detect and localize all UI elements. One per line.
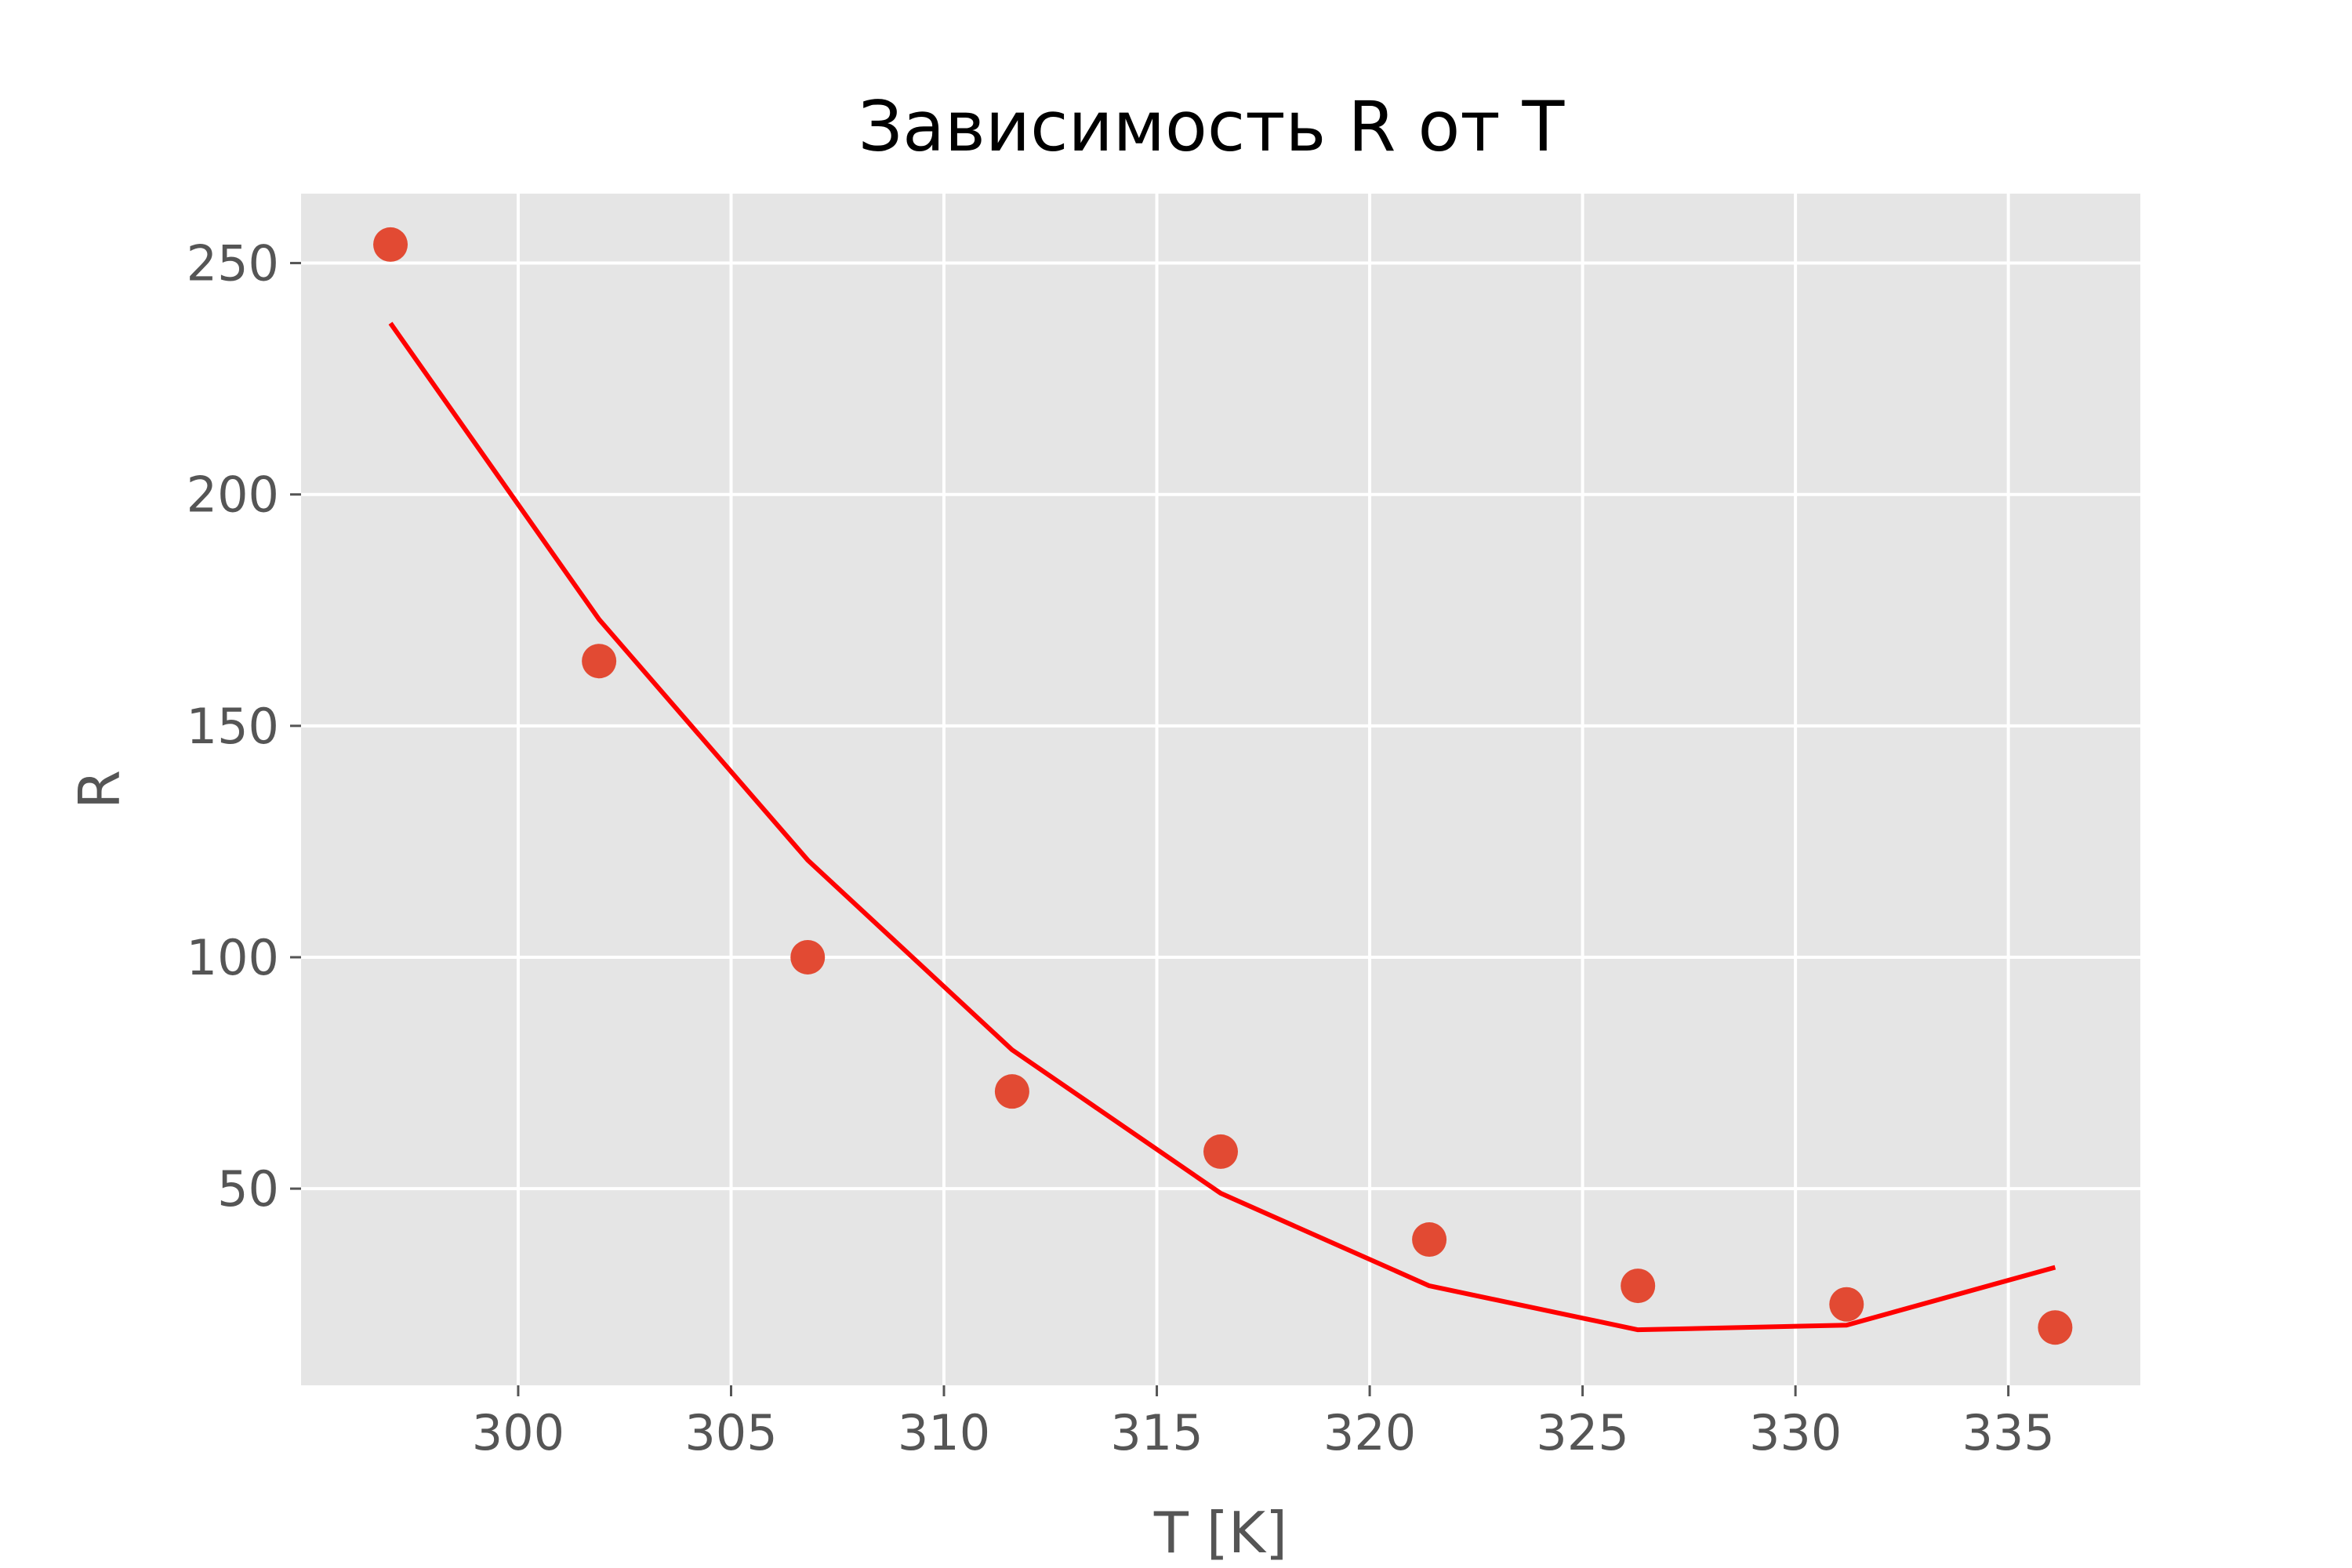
fit-line — [388, 321, 2056, 1333]
data-point-8 — [2038, 1310, 2073, 1345]
y-tick-label-4: 250 — [187, 235, 279, 292]
y-axis-label: R — [67, 770, 132, 809]
x-tick-label-2: 310 — [898, 1404, 990, 1461]
x-tick-label-7: 335 — [1962, 1404, 2054, 1461]
x-tick-label-3: 315 — [1110, 1404, 1203, 1461]
plot-area — [301, 194, 2140, 1385]
data-point-2 — [790, 939, 826, 975]
axis-ticks: 300 305 310 315 320 325 330 335 50 100 150 200 250 — [187, 235, 2055, 1461]
fit-line-series — [388, 321, 2056, 1333]
y-tick-label-0: 50 — [217, 1160, 279, 1218]
x-tick-label-4: 320 — [1323, 1404, 1416, 1461]
x-tick-label-6: 330 — [1749, 1404, 1842, 1461]
data-point-7 — [1829, 1287, 1864, 1322]
data-point-6 — [1621, 1269, 1656, 1304]
data-point-1 — [582, 644, 617, 679]
data-point-0 — [373, 227, 408, 262]
x-tick-label-1: 305 — [684, 1404, 777, 1461]
y-tick-label-2: 150 — [187, 698, 279, 755]
x-axis-label: T [K] — [1153, 1500, 1287, 1566]
data-point-5 — [1412, 1222, 1447, 1258]
y-tick-label-3: 200 — [187, 466, 279, 524]
scatter-series — [373, 227, 2073, 1345]
grid — [301, 194, 2140, 1385]
y-tick-label-1: 100 — [187, 929, 279, 986]
x-tick-label-5: 325 — [1536, 1404, 1628, 1461]
data-point-3 — [994, 1074, 1029, 1109]
data-point-4 — [1203, 1134, 1238, 1169]
chart-title: Зависимость R от T — [858, 86, 1566, 167]
x-tick-label-0: 300 — [472, 1404, 564, 1461]
